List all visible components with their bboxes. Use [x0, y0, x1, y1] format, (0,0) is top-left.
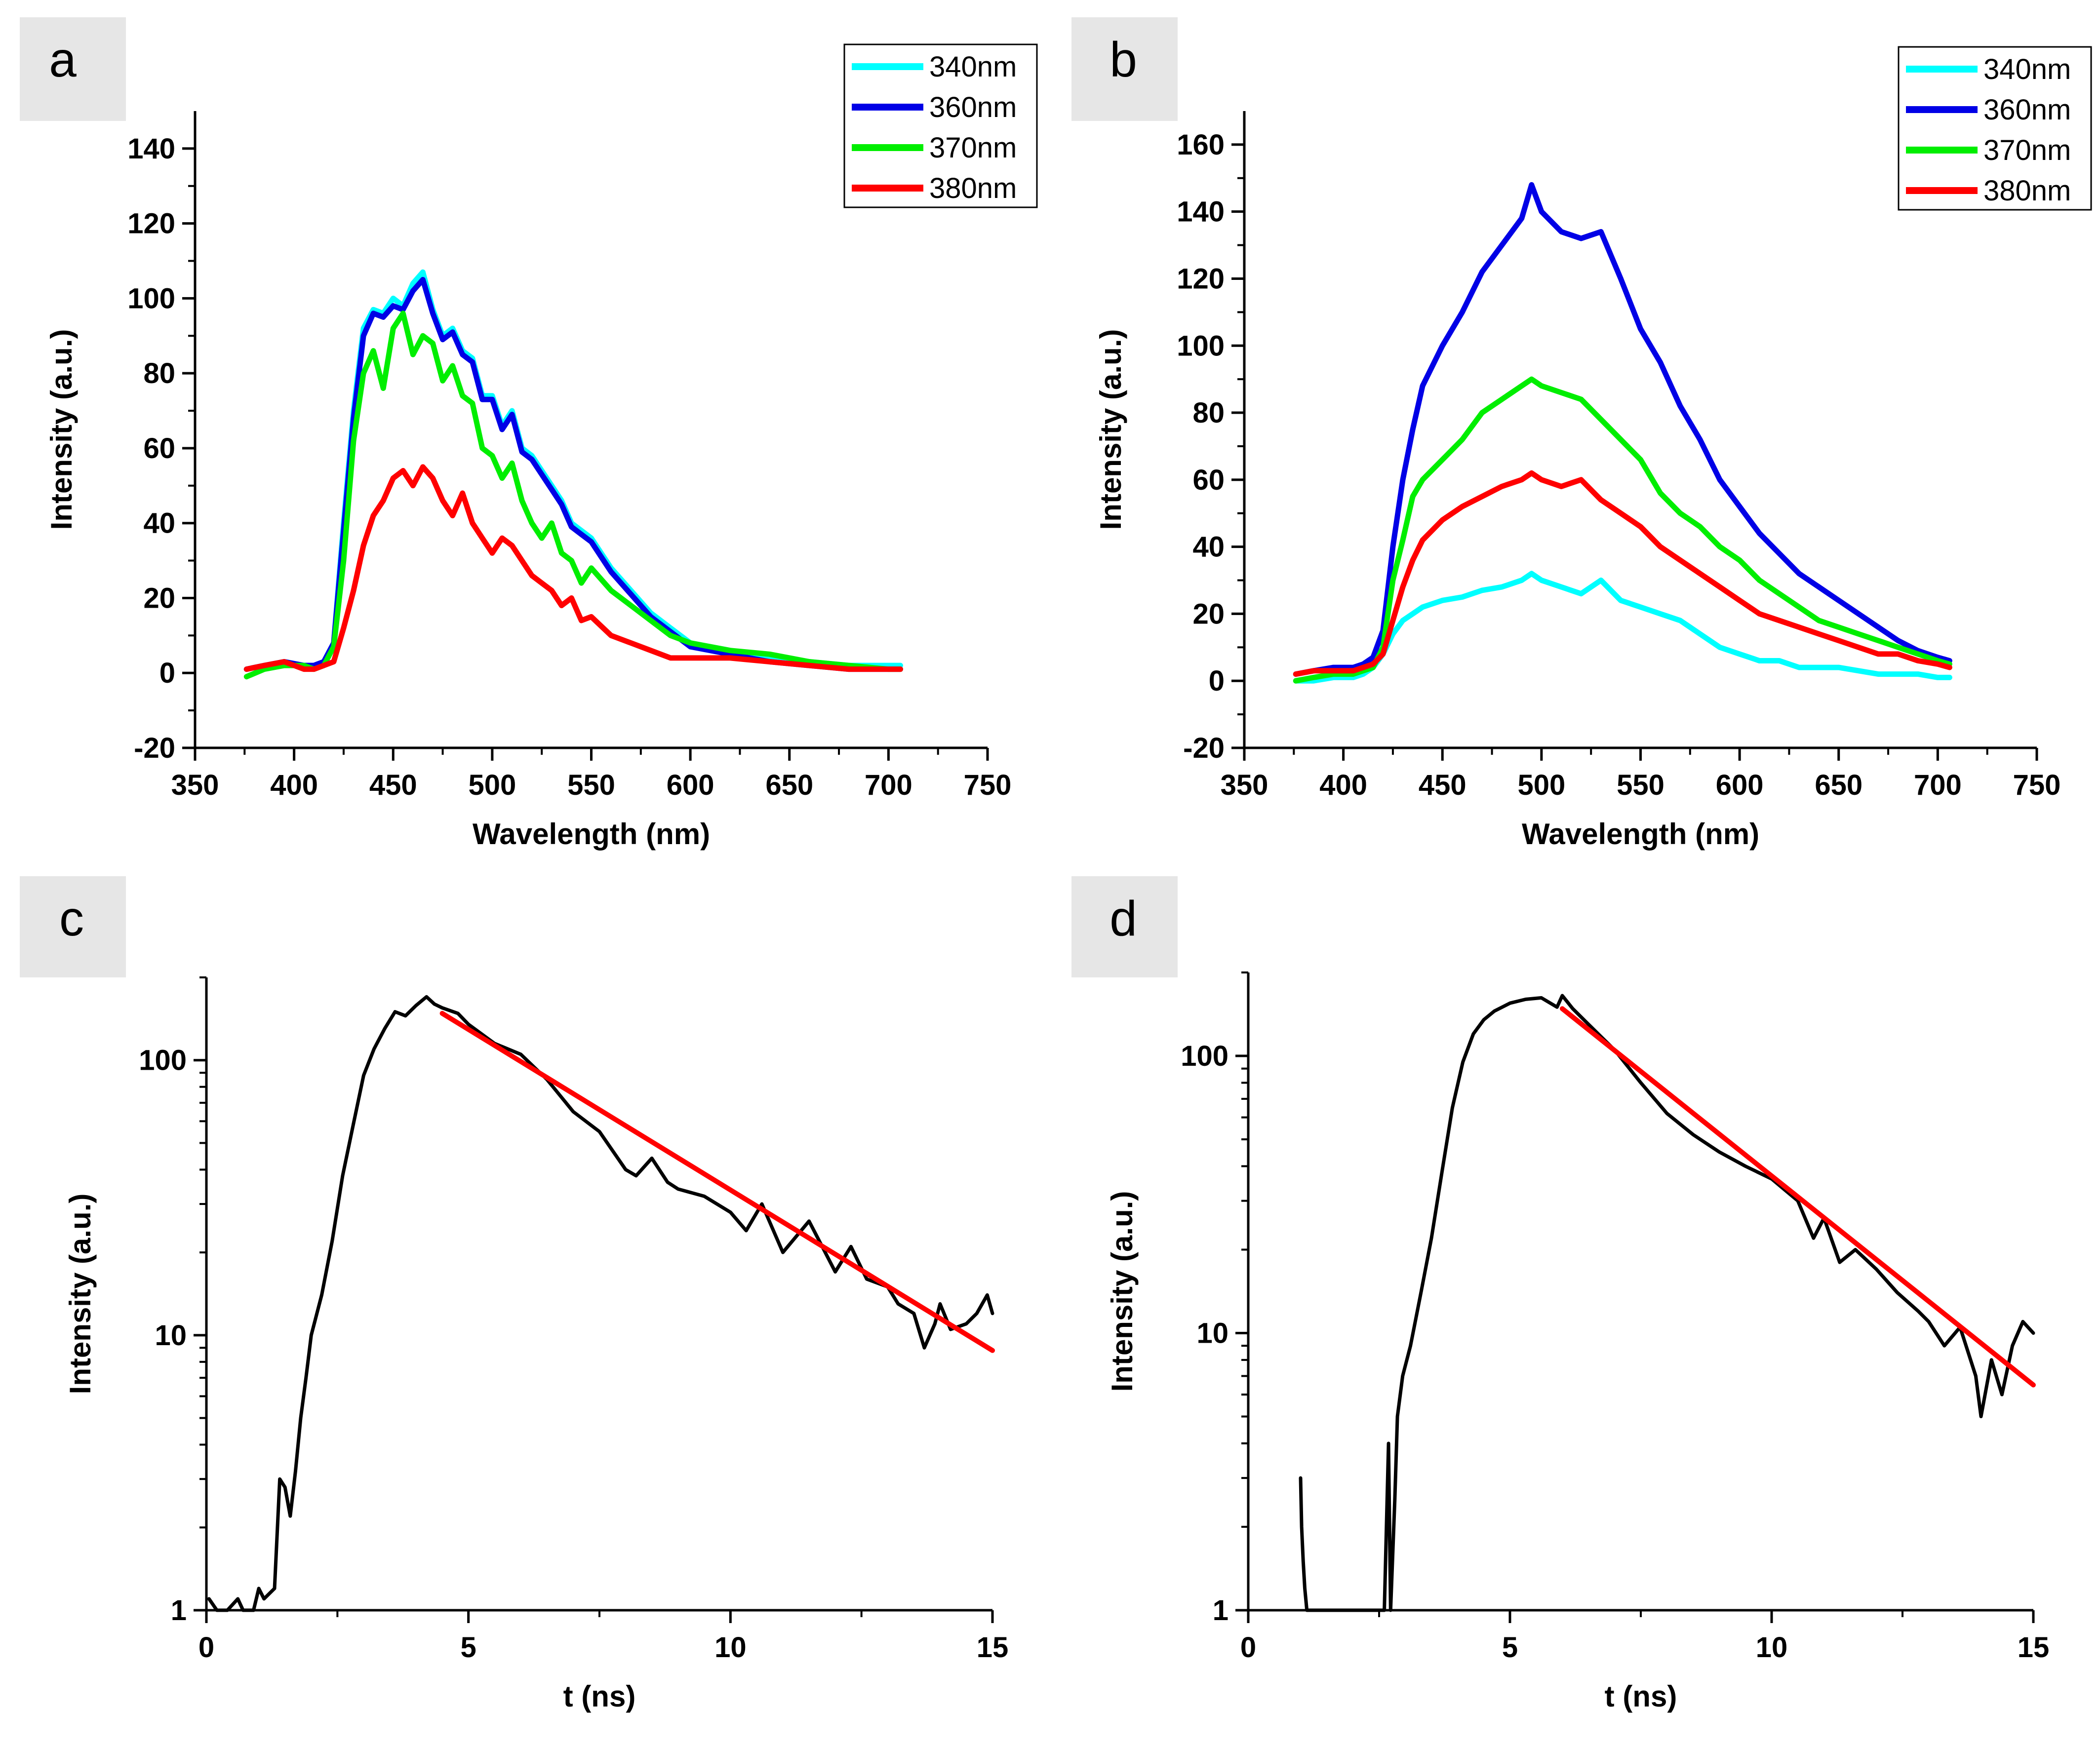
x-tick-label: 700 — [865, 769, 912, 801]
series-line-340nm — [243, 269, 903, 672]
series-line-decay — [207, 995, 994, 1612]
series-line-380nm — [243, 464, 903, 672]
x-tick-label: 350 — [171, 769, 219, 801]
chart-panel-c: c 0 5 10 15 1 10 100 t (ns) Intensity (a.u.) — [20, 876, 1008, 1713]
panel-label-box — [1071, 17, 1178, 121]
series-line-370nm — [243, 310, 903, 680]
chart-panel-a: a 350 400 450 500 550 600 650 700 750 -20 0 20 40 60 80… — [20, 17, 1038, 851]
x-tick-label: 600 — [1716, 769, 1764, 801]
x-tick-label: 450 — [369, 769, 417, 801]
y-tick-label: -20 — [134, 732, 175, 764]
x-tick-label: 550 — [1617, 769, 1664, 801]
x-axis-title: t (ns) — [563, 1680, 636, 1713]
panel-label-a: a — [49, 32, 77, 87]
panel-label-box — [1071, 876, 1178, 977]
y-tick-label: 120 — [127, 208, 175, 240]
y-tick-label: 160 — [1177, 129, 1225, 161]
legend-box — [843, 43, 1038, 208]
x-tick-label: 10 — [1756, 1631, 1788, 1664]
panel-label-b: b — [1109, 32, 1137, 87]
x-tick-label: 5 — [1502, 1631, 1518, 1664]
x-tick-label: 5 — [461, 1631, 476, 1664]
y-axis-title: Intensity (a.u.) — [64, 1194, 97, 1395]
x-tick-label: 650 — [1815, 769, 1862, 801]
legend-box — [1898, 46, 2092, 211]
y-tick-label: 60 — [1192, 464, 1225, 496]
legend-label: 340nm — [1983, 53, 2071, 85]
legend: 340nm 360nm 370nm 380nm — [1898, 46, 2092, 211]
x-tick-label: 600 — [667, 769, 714, 801]
series-line-360nm — [243, 277, 903, 672]
legend-label: 370nm — [929, 132, 1017, 164]
x-tick-label: 500 — [1517, 769, 1565, 801]
series-line-fit — [439, 1010, 995, 1353]
y-tick-label: 20 — [143, 582, 175, 614]
y-axis-title: Intensity (a.u.) — [45, 329, 78, 530]
x-tick-label: 350 — [1221, 769, 1268, 801]
y-tick-label: 40 — [143, 507, 175, 540]
x-tick-label: 15 — [977, 1631, 1009, 1664]
y-tick-label: 40 — [1192, 531, 1225, 563]
y-tick-label: 10 — [155, 1319, 187, 1352]
series-line-decay — [1299, 994, 2035, 1612]
series-line-fit — [1560, 1006, 2036, 1388]
x-tick-label: 400 — [270, 769, 318, 801]
x-tick-label: 650 — [765, 769, 813, 801]
x-axis-title: t (ns) — [1605, 1680, 1677, 1713]
y-tick-label: 120 — [1177, 263, 1225, 295]
legend-label: 340nm — [929, 51, 1017, 83]
y-tick-label: 1 — [171, 1594, 187, 1627]
x-tick-label: 10 — [714, 1631, 747, 1664]
series-line-360nm — [1293, 182, 1952, 677]
y-tick-label: 60 — [143, 432, 175, 465]
x-tick-label: 550 — [567, 769, 615, 801]
y-tick-label: -20 — [1183, 732, 1225, 764]
y-tick-label: 140 — [1177, 196, 1225, 228]
x-tick-label: 750 — [2013, 769, 2061, 801]
y-tick-label: 0 — [1209, 665, 1225, 697]
legend-label: 380nm — [1983, 175, 2071, 207]
legend: 340nm 360nm 370nm 380nm — [843, 43, 1038, 208]
y-tick-label: 100 — [139, 1045, 187, 1077]
panel-label-c: c — [59, 891, 84, 946]
panel-label-d: d — [1109, 891, 1137, 946]
y-tick-label: 20 — [1192, 598, 1225, 630]
y-tick-label: 80 — [143, 357, 175, 389]
x-axis-title: Wavelength (nm) — [1522, 817, 1759, 851]
legend-label: 370nm — [1983, 134, 2071, 166]
y-tick-label: 100 — [127, 282, 175, 314]
x-axis-title: Wavelength (nm) — [473, 817, 710, 851]
x-tick-label: 0 — [198, 1631, 214, 1664]
x-tick-label: 0 — [1240, 1631, 1256, 1664]
y-axis-title: Intensity (a.u.) — [1106, 1191, 1139, 1392]
legend-label: 360nm — [1983, 94, 2071, 126]
legend-label: 360nm — [929, 91, 1017, 123]
y-tick-label: 1 — [1213, 1594, 1228, 1627]
panel-label-box — [20, 17, 126, 121]
chart-panel-d: d 0 5 10 15 1 10 100 t (ns) Intensity (a.u.) — [1071, 876, 2049, 1713]
series-line-370nm — [1293, 376, 1952, 684]
y-axis-title: Intensity (a.u.) — [1094, 329, 1127, 530]
chart-panel-b: b 350 400 450 500 550 600 650 700 750 -20 0 20 40 60 80… — [1071, 17, 2092, 851]
x-tick-label: 450 — [1419, 769, 1466, 801]
y-tick-label: 0 — [159, 657, 175, 689]
series-line-380nm — [1293, 470, 1952, 677]
y-tick-label: 100 — [1177, 330, 1225, 362]
y-tick-label: 140 — [127, 133, 175, 165]
y-tick-label: 80 — [1192, 397, 1225, 429]
x-tick-label: 400 — [1319, 769, 1367, 801]
legend-label: 380nm — [929, 172, 1017, 204]
x-tick-label: 700 — [1914, 769, 1962, 801]
x-tick-label: 750 — [964, 769, 1012, 801]
y-tick-label: 100 — [1181, 1040, 1228, 1072]
panel-label-box — [20, 876, 126, 977]
y-tick-label: 10 — [1196, 1318, 1228, 1350]
x-tick-label: 15 — [2018, 1631, 2050, 1664]
x-tick-label: 500 — [468, 769, 516, 801]
